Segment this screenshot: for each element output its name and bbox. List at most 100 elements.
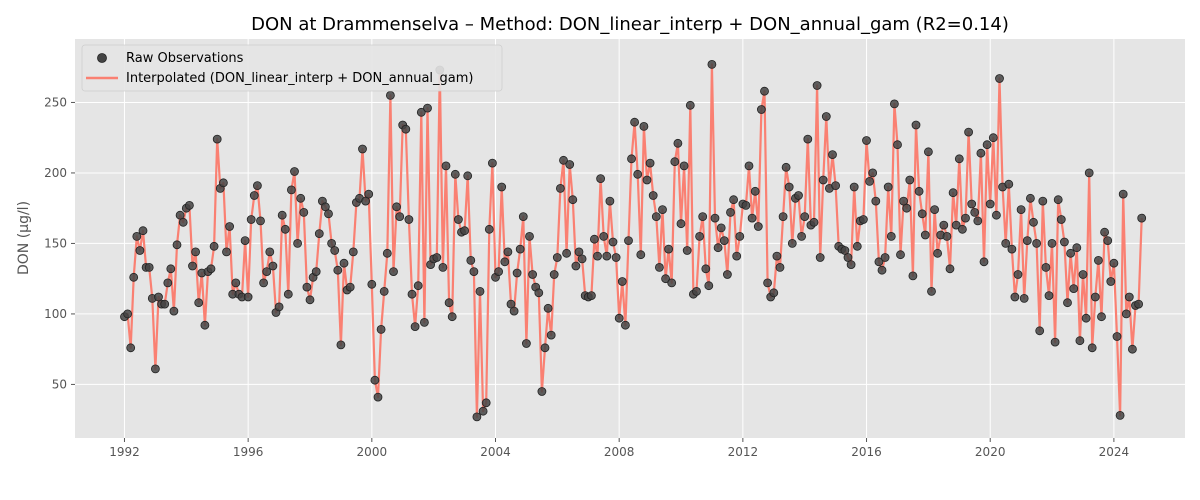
- data-point: [243, 292, 253, 302]
- data-point: [178, 217, 188, 227]
- data-point: [846, 260, 856, 270]
- data-point: [404, 215, 414, 224]
- data-point: [333, 265, 343, 275]
- data-point: [200, 320, 210, 330]
- data-point: [1081, 313, 1091, 323]
- data-point: [979, 257, 989, 267]
- data-point: [512, 268, 522, 278]
- data-point: [163, 278, 173, 288]
- data-point: [1100, 227, 1109, 237]
- data-point: [992, 210, 1001, 220]
- data-point: [249, 191, 259, 200]
- data-point: [707, 60, 717, 69]
- data-point: [407, 289, 417, 299]
- data-point: [627, 154, 636, 164]
- data-point: [794, 191, 803, 200]
- data-point: [945, 264, 955, 274]
- data-point: [1016, 205, 1026, 215]
- data-point: [571, 261, 581, 271]
- data-point: [995, 74, 1004, 83]
- data-point: [126, 343, 136, 353]
- data-point: [593, 251, 602, 261]
- data-point: [719, 236, 729, 246]
- data-point: [311, 267, 321, 277]
- y-tick-label: 100: [44, 307, 67, 321]
- legend-label-observations: Raw Observations: [126, 51, 244, 66]
- data-point: [1072, 243, 1082, 253]
- data-point: [800, 212, 810, 222]
- data-point: [1078, 270, 1088, 279]
- data-point: [886, 231, 896, 241]
- data-point: [868, 168, 878, 178]
- y-axis: 50 100 150 200 250: [44, 95, 75, 391]
- data-point: [784, 182, 794, 192]
- data-point: [138, 226, 148, 236]
- data-point: [509, 306, 519, 316]
- data-point: [129, 272, 139, 282]
- data-point: [701, 264, 711, 274]
- x-tick-label: 1996: [233, 445, 264, 459]
- data-point: [908, 271, 918, 281]
- data-point: [345, 282, 355, 292]
- data-point: [964, 127, 973, 137]
- data-point: [389, 267, 398, 277]
- data-point: [883, 182, 893, 192]
- data-point: [240, 236, 250, 246]
- data-point: [283, 289, 293, 299]
- data-point: [747, 213, 757, 223]
- data-point: [1050, 337, 1060, 347]
- data-point: [1013, 270, 1023, 279]
- data-point: [787, 238, 797, 248]
- data-point: [608, 237, 618, 247]
- data-point: [630, 117, 639, 127]
- data-point: [484, 224, 494, 234]
- data-point: [565, 160, 575, 169]
- y-axis-label: DON (µg/l): [16, 201, 32, 275]
- data-point: [924, 147, 933, 157]
- data-point: [525, 231, 534, 241]
- data-point: [231, 278, 241, 288]
- data-point: [812, 81, 822, 90]
- data-point: [302, 282, 312, 292]
- x-tick-label: 2016: [851, 445, 882, 459]
- data-point: [1063, 298, 1072, 308]
- data-point: [664, 244, 673, 254]
- data-point: [1084, 168, 1094, 178]
- data-point: [172, 240, 182, 250]
- data-point: [256, 216, 265, 226]
- data-point: [497, 182, 507, 192]
- data-point: [265, 247, 275, 257]
- data-point: [1103, 236, 1113, 246]
- data-point: [723, 270, 732, 279]
- data-point: [546, 330, 556, 340]
- data-point: [373, 392, 383, 402]
- data-point: [821, 112, 831, 121]
- data-point: [1007, 244, 1017, 254]
- data-point: [413, 281, 423, 291]
- data-point: [556, 183, 565, 193]
- data-point: [698, 212, 708, 222]
- x-axis: 1992 1996 2000 2004 2008 2012 2016 2020 2024: [109, 438, 1129, 459]
- data-point: [942, 231, 952, 241]
- data-point: [920, 230, 930, 240]
- data-point: [951, 220, 961, 230]
- data-point: [673, 138, 683, 148]
- data-point: [534, 288, 544, 298]
- data-point: [729, 195, 738, 205]
- data-point: [132, 231, 142, 241]
- data-point: [1044, 291, 1054, 301]
- x-tick-label: 2004: [480, 445, 511, 459]
- data-point: [528, 270, 537, 279]
- data-point: [602, 251, 612, 261]
- data-point: [537, 387, 547, 396]
- data-point: [682, 246, 692, 255]
- data-point: [617, 277, 627, 286]
- data-point: [624, 236, 633, 246]
- data-point: [877, 265, 887, 275]
- data-point: [1115, 410, 1125, 420]
- data-point: [803, 134, 813, 144]
- data-point: [1066, 248, 1075, 258]
- data-point: [605, 196, 615, 206]
- data-point: [1112, 332, 1122, 341]
- data-point: [1087, 343, 1097, 353]
